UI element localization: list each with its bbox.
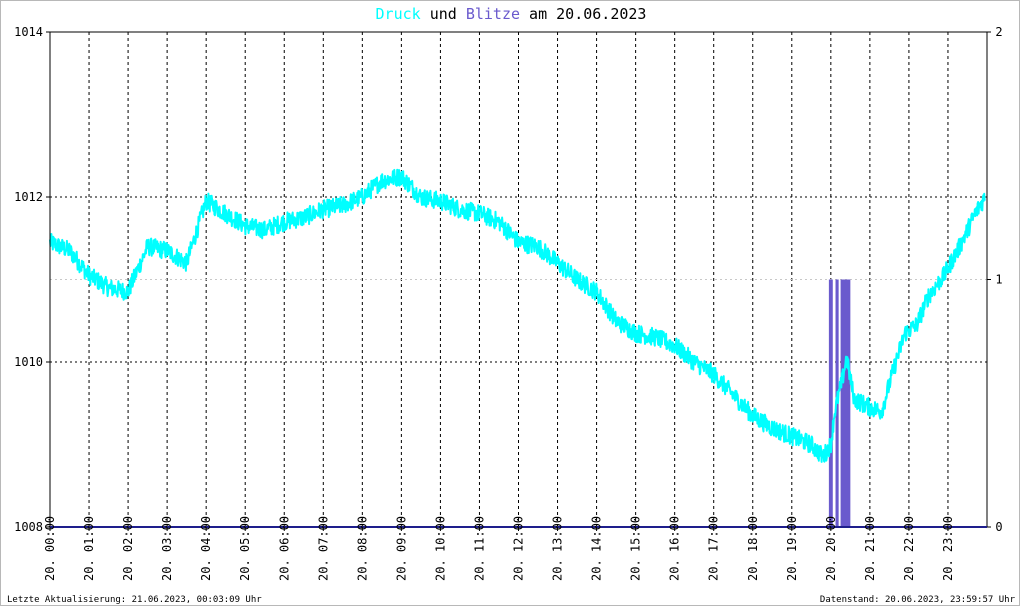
tick-labels: 1008 1010 1012 1014 0 1 2 20. 00:00 20. 01:00 20.… [14, 25, 1003, 581]
x-tick-label: 20. 12:00 [512, 516, 526, 581]
x-tick-label: 20. 15:00 [629, 516, 643, 581]
x-tick-label: 20. 13:00 [551, 516, 565, 581]
x-tick-label: 20. 08:00 [355, 516, 369, 581]
x-tick-label: 20. 09:00 [394, 516, 408, 581]
blitze-bar [828, 279, 833, 527]
y-right-tick-label: 1 [995, 273, 1002, 287]
x-tick-label: 20. 11:00 [472, 516, 486, 581]
footer-data-status: Datenstand: 20.06.2023, 23:59:57 Uhr [820, 595, 1016, 605]
x-tick-label: 20. 16:00 [668, 516, 682, 581]
y-left-tick-label: 1008 [14, 520, 43, 534]
x-tick-label: 20. 01:00 [82, 516, 96, 581]
x-tick-label: 20. 14:00 [590, 516, 604, 581]
y-right-tick-label: 2 [995, 25, 1002, 39]
x-tick-label: 20. 06:00 [277, 516, 291, 581]
y-left-tick-label: 1010 [14, 355, 43, 369]
x-tick-label: 20. 19:00 [785, 516, 799, 581]
y-right-tick-label: 0 [995, 520, 1002, 534]
title-druck: Druck [376, 5, 421, 23]
footer-last-update: Letzte Aktualisierung: 21.06.2023, 00:03… [7, 595, 262, 605]
x-tick-label: 20. 04:00 [199, 516, 213, 581]
x-tick-label: 20. 05:00 [238, 516, 252, 581]
title-date: am 20.06.2023 [520, 5, 646, 23]
x-tick-label: 20. 20:00 [824, 516, 838, 581]
chart-title: Druck und Blitze am 20.06.2023 [376, 5, 647, 23]
x-tick-label: 20. 23:00 [941, 516, 955, 581]
druck-line-group [49, 168, 986, 463]
x-tick-label: 20. 03:00 [160, 516, 174, 581]
blitze-bars [828, 279, 851, 527]
x-tick-label: 20. 10:00 [433, 516, 447, 581]
axes [46, 31, 991, 531]
druck-line [49, 168, 986, 463]
x-tick-label: 20. 21:00 [863, 516, 877, 581]
title-und: und [421, 5, 466, 23]
title-blitze: Blitze [466, 5, 520, 23]
blitze-bar [840, 279, 851, 527]
x-tick-label: 20. 02:00 [121, 516, 135, 581]
x-tick-label: 20. 00:00 [43, 516, 57, 581]
x-tick-label: 20. 22:00 [902, 516, 916, 581]
x-tick-label: 20. 18:00 [746, 516, 760, 581]
x-tick-label: 20. 17:00 [707, 516, 721, 581]
y-left-tick-label: 1012 [14, 190, 43, 204]
y-left-tick-label: 1014 [14, 25, 43, 39]
x-tick-label: 20. 07:00 [316, 516, 330, 581]
